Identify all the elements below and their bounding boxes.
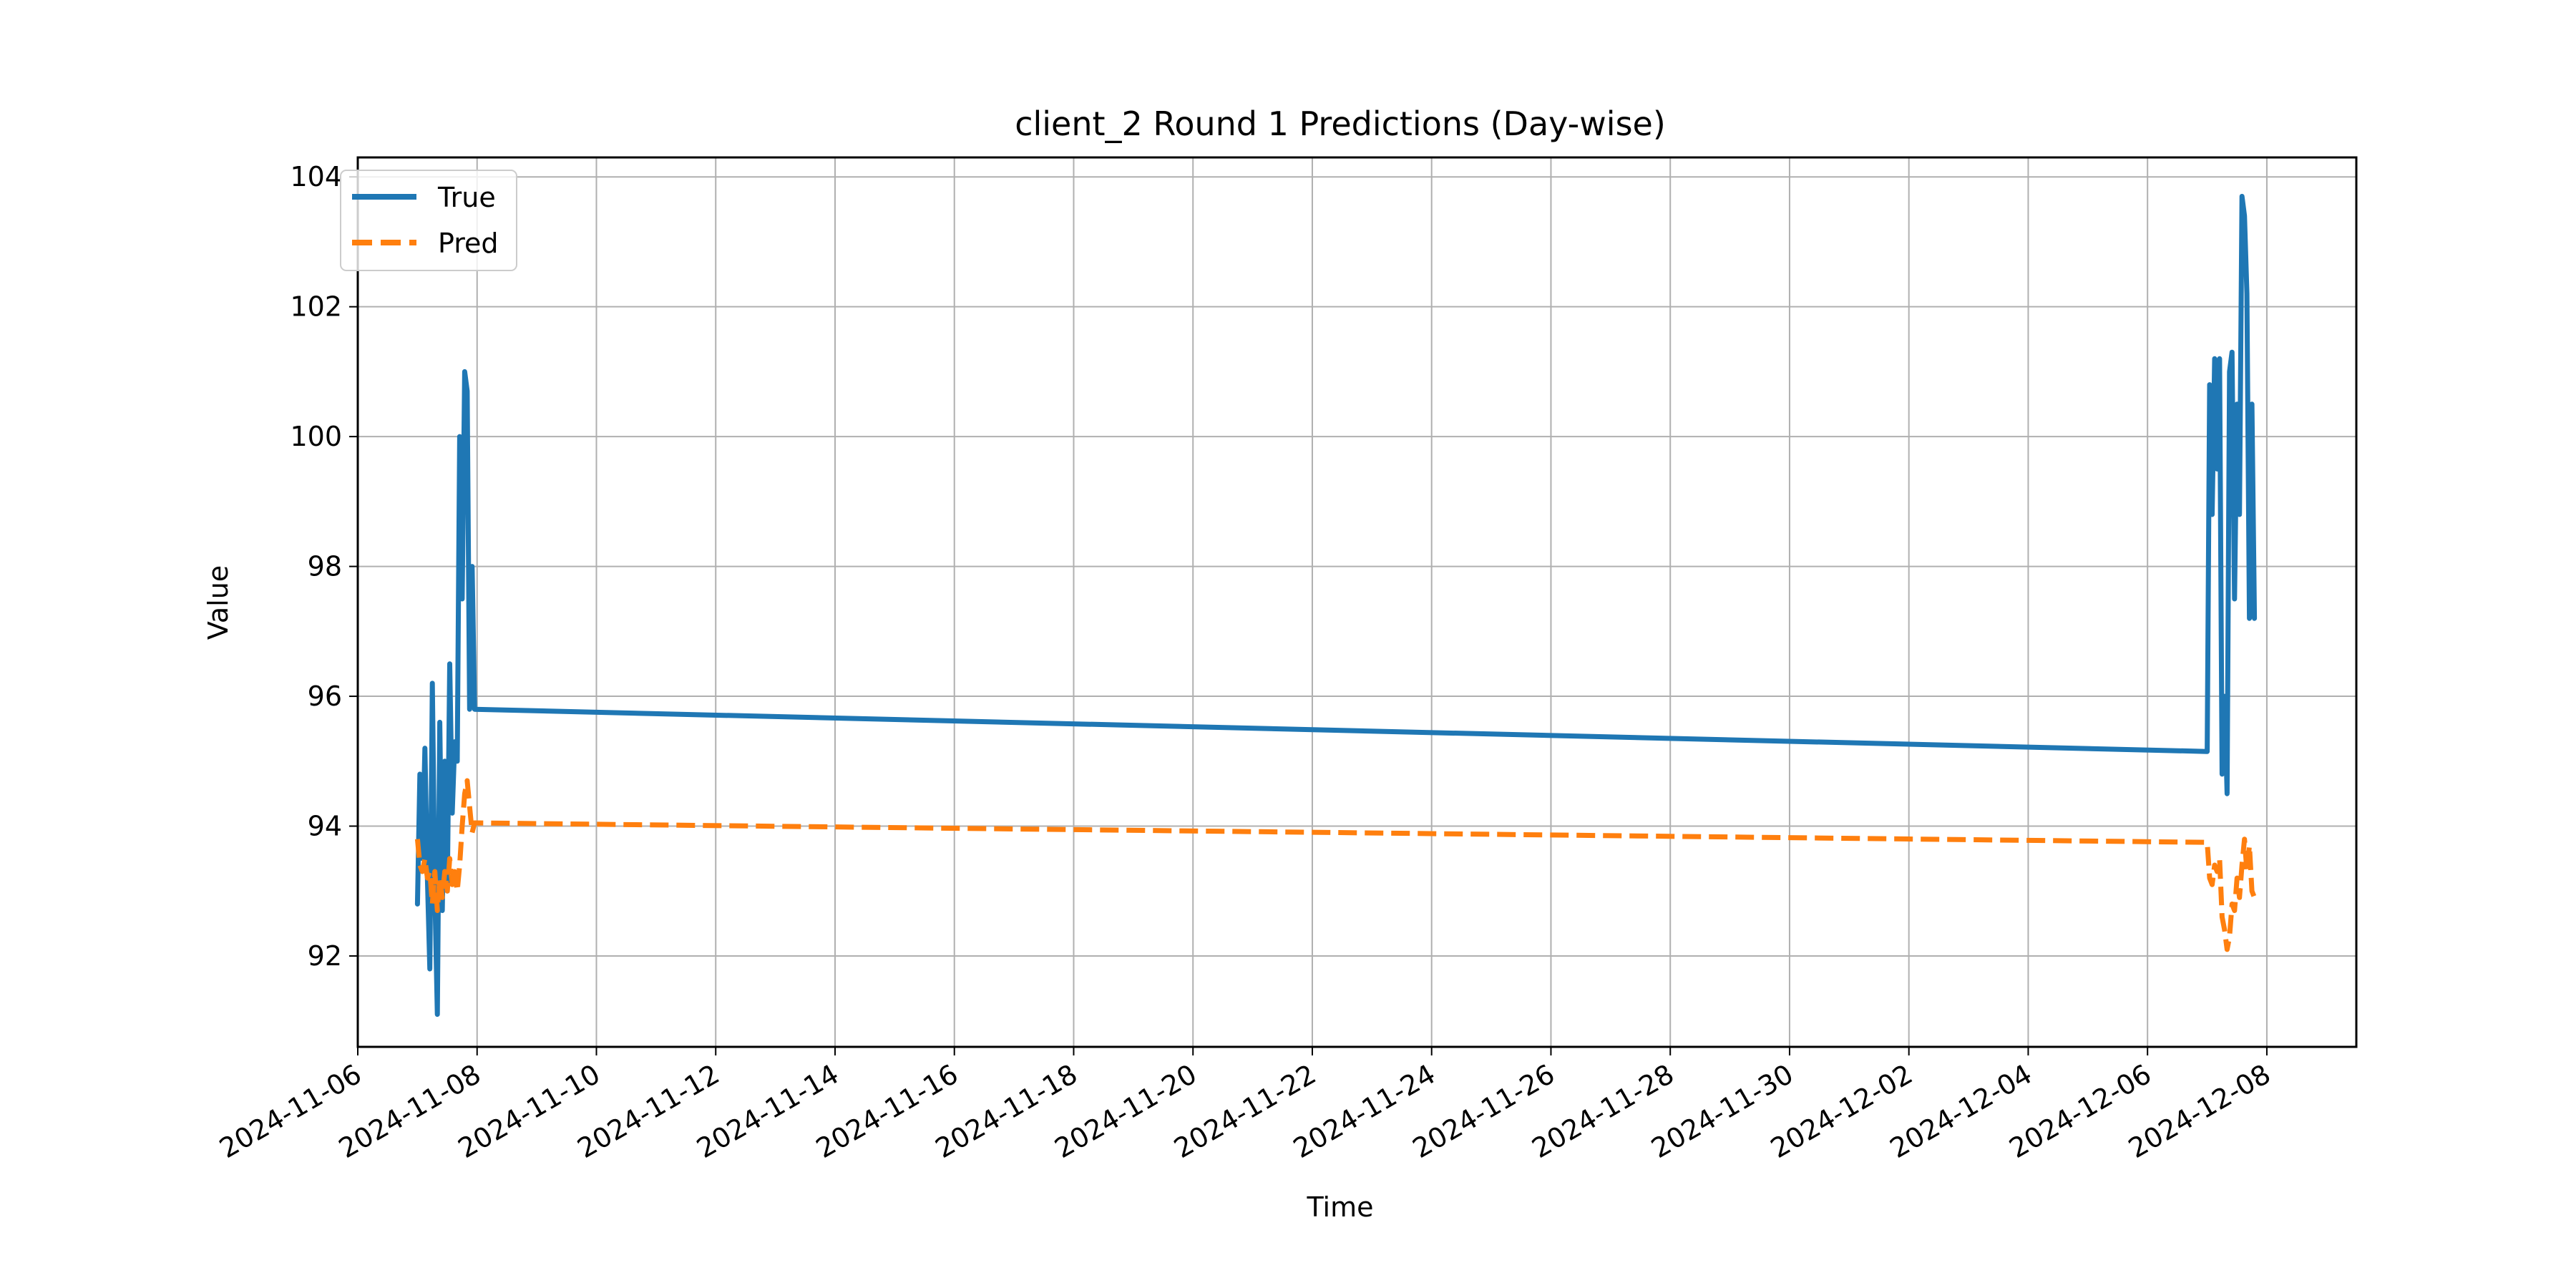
y-tick-label: 96: [308, 680, 342, 712]
y-tick-label: 104: [290, 161, 342, 192]
legend-label-pred: Pred: [438, 228, 499, 259]
y-tick-label: 98: [308, 551, 342, 582]
series-group: [414, 193, 2258, 1018]
series-line-pred: [414, 778, 2257, 952]
x-axis-label: Time: [1307, 1191, 1374, 1223]
grid: [357, 157, 2356, 1047]
y-tick-label: 92: [308, 940, 342, 972]
legend: True Pred: [340, 170, 517, 271]
y-tick-label: 94: [308, 811, 342, 842]
y-tick-label: 102: [290, 291, 342, 323]
legend-label-true: True: [437, 182, 496, 213]
y-tick-label: 100: [290, 421, 342, 452]
plot-area-frame: [356, 156, 2358, 1048]
y-axis-label: Value: [203, 565, 234, 640]
chart-title: client_2 Round 1 Predictions (Day-wise): [1015, 104, 1666, 143]
